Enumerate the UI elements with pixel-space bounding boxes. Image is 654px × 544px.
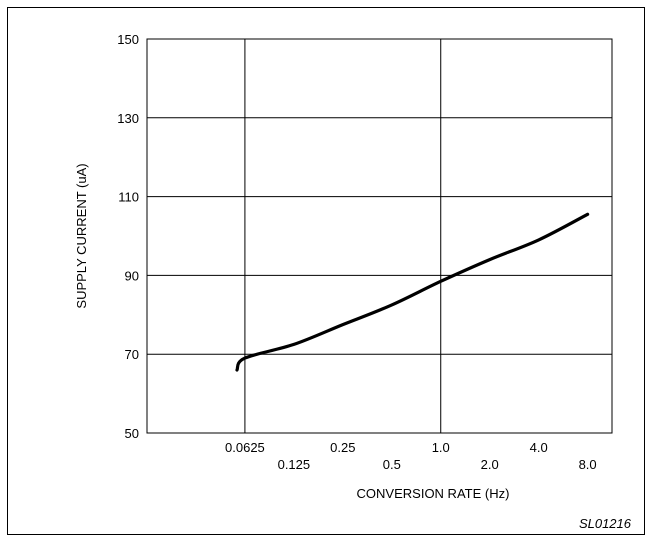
plot-area-border xyxy=(146,38,613,434)
y-tick-label: 50 xyxy=(125,426,139,441)
y-tick-label: 90 xyxy=(125,268,139,283)
x-tick-label: 8.0 xyxy=(579,457,597,472)
figure-id: SL01216 xyxy=(579,516,632,531)
y-axis-title: SUPPLY CURRENT (uA) xyxy=(74,163,89,308)
y-tick-label: 150 xyxy=(117,32,139,47)
x-tick-label: 0.5 xyxy=(383,457,401,472)
y-tick-label: 110 xyxy=(118,190,139,205)
y-tick-label: 70 xyxy=(125,347,139,362)
x-tick-label: 4.0 xyxy=(530,440,548,455)
x-tick-label: 0.125 xyxy=(278,457,311,472)
x-axis-title: CONVERSION RATE (Hz) xyxy=(357,486,510,501)
x-tick-label: 0.0625 xyxy=(225,440,265,455)
figure-frame xyxy=(7,7,645,535)
series-line xyxy=(235,212,590,372)
x-tick-label: 1.0 xyxy=(432,440,450,455)
x-tick-label: 2.0 xyxy=(481,457,499,472)
y-tick-label: 130 xyxy=(117,111,139,126)
x-tick-label: 0.25 xyxy=(330,440,355,455)
